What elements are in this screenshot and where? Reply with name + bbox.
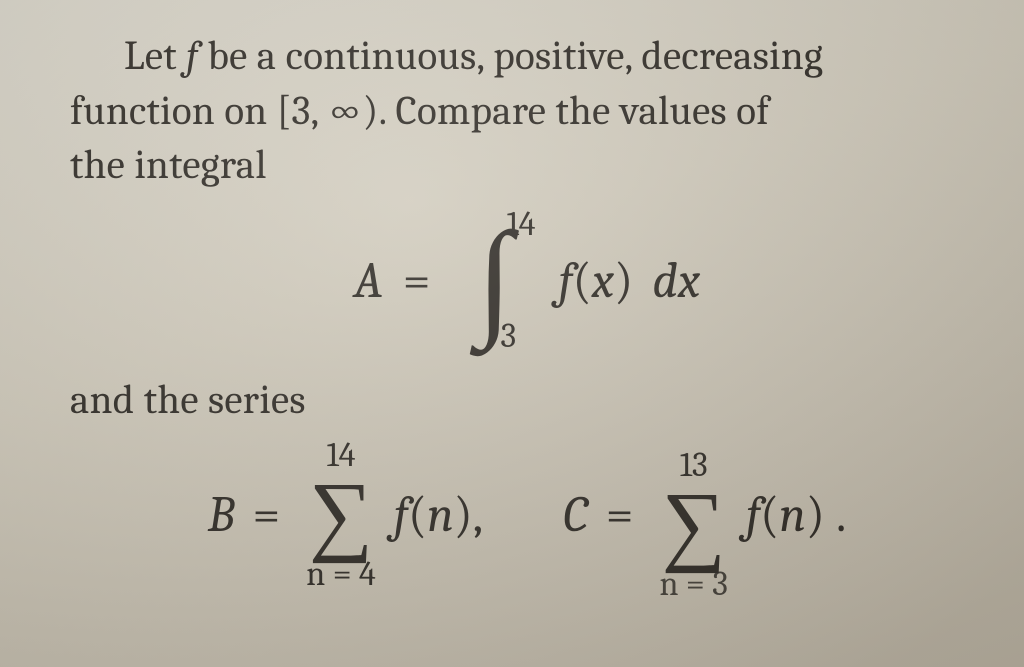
integral-upper-limit: 14 [506, 204, 535, 244]
paren-close: ) [614, 252, 633, 310]
sum-c-term: f(n) . [746, 486, 846, 544]
text: Compare the values of [386, 88, 769, 135]
interval-low: 3 [291, 88, 310, 135]
sigma-symbol: ∑ [662, 484, 726, 565]
sum-b-lhs: B [208, 486, 235, 544]
series-display: B = 14 ∑ n = 4 f(n), C = 13 ∑ n = 3 f(n)… [70, 438, 984, 591]
text: Let [124, 33, 186, 80]
var-f: f [186, 33, 198, 80]
dx-x: x [678, 252, 700, 310]
paren-open: ( [408, 486, 427, 544]
interval-open: [ [277, 88, 292, 135]
sum-c: 13 ∑ n = 3 [659, 448, 727, 581]
equals-sign: = [253, 486, 281, 544]
sum-b: 14 ∑ n = 4 [306, 438, 376, 591]
integrand-f: f [558, 252, 572, 310]
integral-sign: ∫ 14 3 [466, 216, 522, 346]
paren-close-comma: ), [454, 486, 483, 544]
interval-close: ). [363, 88, 386, 135]
page: Let f be a continuous, positive, decreas… [0, 0, 1024, 591]
paren-open: ( [760, 486, 779, 544]
problem-paragraph: Let f be a continuous, positive, decreas… [70, 30, 984, 194]
text: function on [70, 88, 277, 135]
sigma-symbol: ∑ [309, 474, 373, 555]
text: the integral [70, 142, 267, 189]
integral-lhs: A [354, 252, 383, 310]
term-var: n [779, 486, 806, 544]
integral-display: A = ∫ 14 3 f(x) dx [70, 216, 984, 346]
and-the-series: and the series [70, 374, 984, 429]
term-var: n [427, 486, 454, 544]
interval-sep: , [311, 88, 328, 135]
dx-d: d [652, 252, 678, 310]
paren-open: ( [573, 252, 592, 310]
infinity-symbol: ∞ [327, 88, 362, 135]
integrand: f(x) dx [558, 252, 700, 310]
text: and the series [70, 377, 306, 424]
term-f: f [394, 486, 408, 544]
integral-lower-limit: 3 [500, 316, 516, 356]
sum-c-lhs: C [563, 486, 588, 544]
paren-close-period: ) . [806, 486, 846, 544]
integrand-var: x [592, 252, 614, 310]
sum-c-lower: n = 3 [659, 567, 727, 601]
equals-sign: = [403, 252, 431, 310]
sum-b-lower: n = 4 [306, 557, 376, 591]
equals-sign: = [606, 486, 634, 544]
term-f: f [746, 486, 760, 544]
sum-b-term: f(n), [394, 486, 483, 544]
text: be a continuous, positive, decreasing [198, 33, 823, 80]
